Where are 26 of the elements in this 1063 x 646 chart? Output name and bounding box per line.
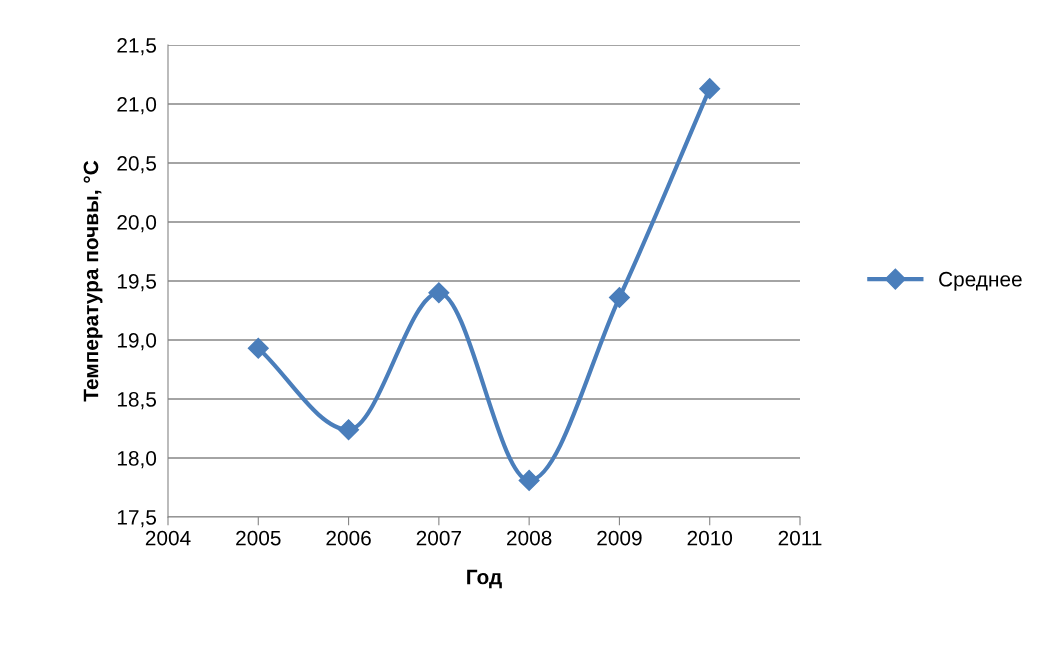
x-tick-label: 2005 bbox=[236, 530, 281, 546]
x-tick-label: 2009 bbox=[597, 530, 642, 546]
x-axis-title: Год bbox=[467, 569, 502, 589]
y-tick-label: 19,0 bbox=[117, 333, 157, 351]
x-tick-label: 2011 bbox=[778, 530, 822, 546]
x-tick-label: 2007 bbox=[416, 530, 461, 546]
y-tick-label: 21,0 bbox=[117, 97, 157, 115]
x-tick-label: 2004 bbox=[145, 530, 191, 546]
x-tick-label: 2008 bbox=[507, 530, 552, 546]
y-tick-label: 17,5 bbox=[117, 510, 157, 528]
legend-label: Среднее bbox=[939, 271, 1022, 291]
point bbox=[518, 469, 540, 491]
x-tick-label: 2006 bbox=[326, 530, 371, 546]
y-tick-label: 19,5 bbox=[117, 274, 157, 292]
y-tick-label: 18,0 bbox=[117, 451, 157, 469]
point bbox=[699, 78, 721, 100]
y-tick-label: 18,5 bbox=[117, 392, 157, 410]
y-axis-title: Температура почвы, °C bbox=[83, 160, 103, 402]
y-tick-label: 20,5 bbox=[117, 156, 157, 174]
y-tick-label: 21,5 bbox=[117, 38, 157, 56]
point bbox=[428, 282, 450, 304]
point bbox=[247, 337, 269, 359]
x-tick-label: 2010 bbox=[687, 530, 733, 546]
point bbox=[338, 419, 360, 441]
point bbox=[608, 287, 630, 309]
y-tick-label: 20,0 bbox=[117, 215, 157, 233]
